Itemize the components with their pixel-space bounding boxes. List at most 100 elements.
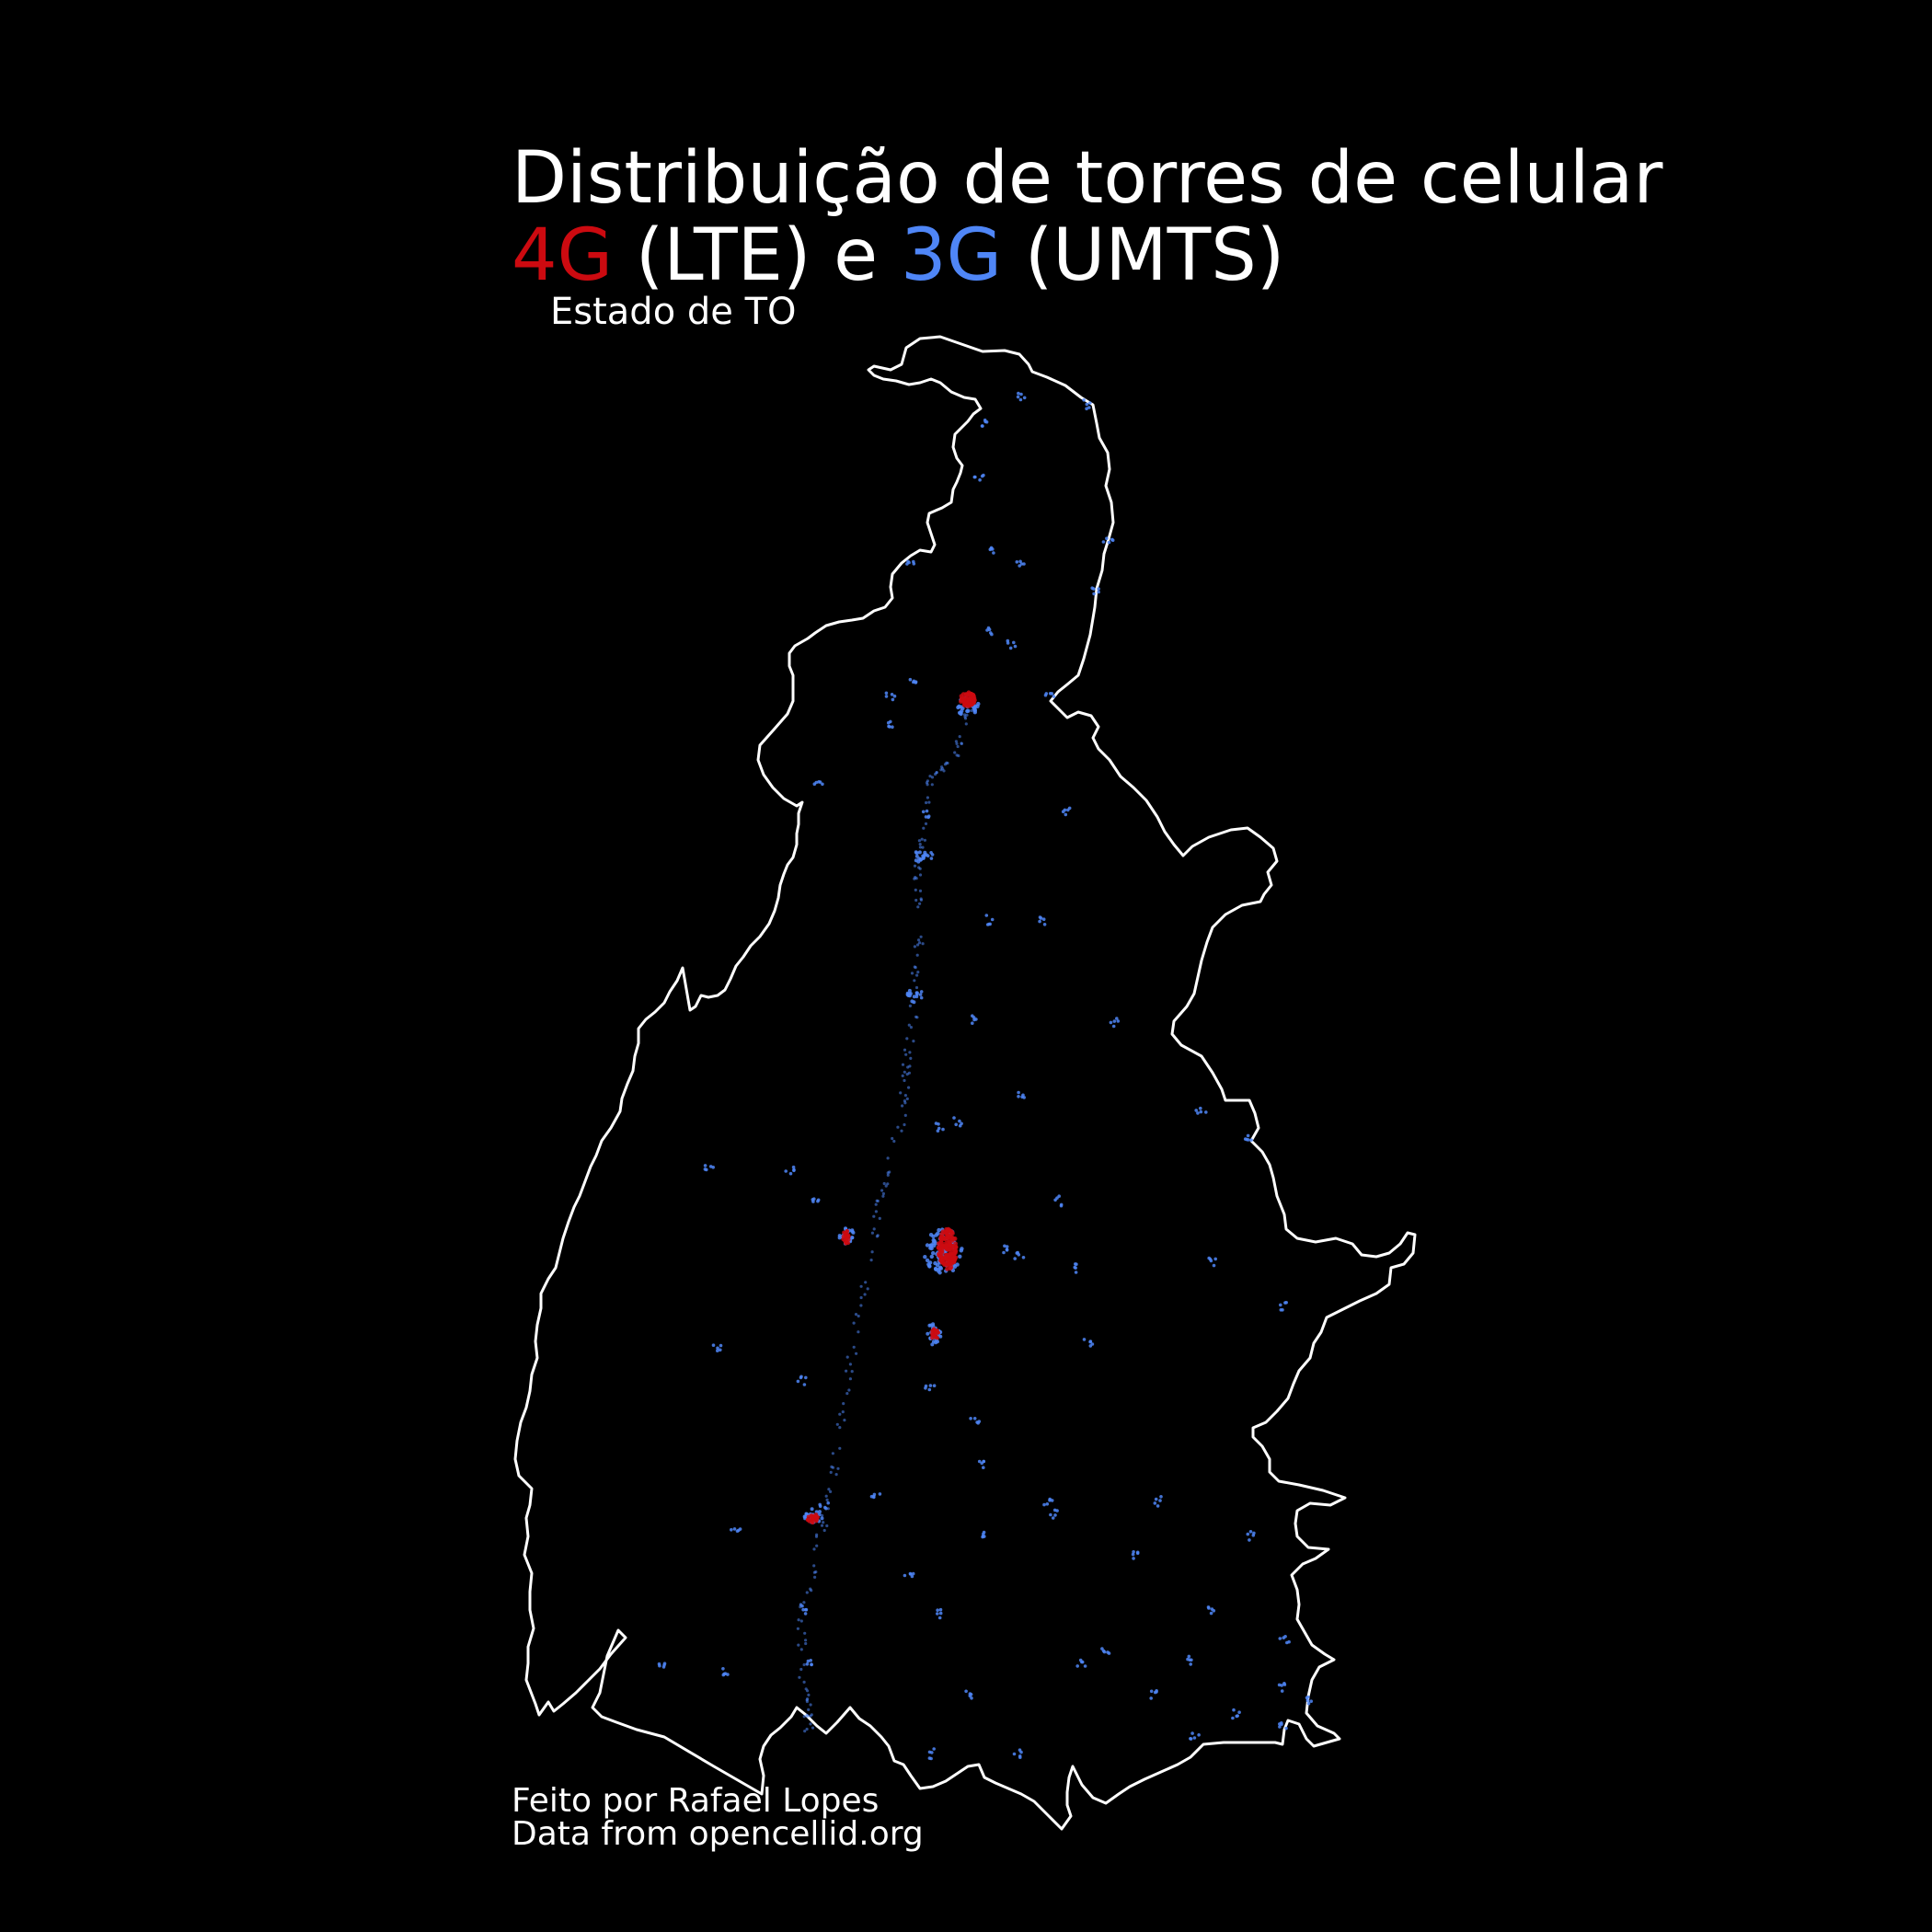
umts-tower-point <box>907 1086 911 1089</box>
umts-tower-point <box>822 1521 825 1524</box>
umts-tower-point <box>959 705 964 709</box>
umts-tower-point <box>984 420 989 424</box>
umts-tower-point <box>802 1601 806 1604</box>
umts-tower-point <box>1278 1637 1282 1640</box>
umts-tower-point <box>908 1004 913 1007</box>
umts-tower-point <box>1243 1137 1248 1141</box>
umts-tower-point <box>1305 1698 1310 1703</box>
umts-tower-point <box>1052 695 1056 698</box>
umts-tower-point <box>972 475 977 479</box>
map-title: Distribuição de torres de celular 4G (LT… <box>512 140 1662 294</box>
umts-tower-point <box>1018 1755 1022 1759</box>
umts-tower-point <box>972 708 977 713</box>
umts-tower-point <box>866 1287 869 1291</box>
umts-tower-point <box>874 1210 879 1213</box>
umts-tower-point <box>798 1675 801 1679</box>
umts-tower-point <box>903 1070 906 1074</box>
umts-tower-point <box>811 1200 815 1203</box>
umts-tower-point <box>824 1494 828 1498</box>
lte-tower-point <box>948 1228 953 1234</box>
umts-tower-point <box>1022 1096 1026 1099</box>
umts-tower-point <box>874 1202 878 1206</box>
umts-tower-point <box>892 1139 896 1144</box>
umts-tower-point <box>850 1236 855 1240</box>
umts-tower-point <box>978 477 982 482</box>
umts-tower-point <box>1038 919 1041 924</box>
umts-tower-point <box>802 1383 807 1386</box>
umts-tower-point <box>722 1672 726 1676</box>
umts-tower-point <box>901 1104 904 1108</box>
umts-tower-point <box>937 1271 942 1275</box>
lte-tower-point <box>949 1259 955 1265</box>
umts-tower-point <box>937 1265 943 1270</box>
umts-tower-point <box>1155 1690 1158 1694</box>
lte-tower-point <box>950 1243 955 1248</box>
umts-tower-point <box>936 1340 939 1344</box>
umts-tower-point <box>925 1243 930 1248</box>
umts-tower-point <box>825 1524 829 1528</box>
umts-tower-point <box>1305 1696 1309 1700</box>
umts-tower-point <box>914 858 918 863</box>
umts-tower-point <box>1017 391 1020 396</box>
umts-tower-point <box>971 1021 974 1025</box>
umts-tower-point <box>940 765 944 769</box>
umts-tower-point <box>908 677 913 682</box>
umts-tower-point <box>924 822 928 826</box>
umts-tower-point <box>838 1412 842 1416</box>
umts-tower-point <box>899 1091 903 1095</box>
umts-tower-point <box>1207 1606 1211 1610</box>
umts-tower-point <box>872 1495 876 1500</box>
umts-tower-point <box>969 1417 972 1420</box>
umts-tower-point <box>919 995 924 1000</box>
umts-tower-point <box>930 1342 935 1347</box>
umts-tower-point <box>1018 564 1021 568</box>
umts-tower-point <box>1246 1133 1250 1138</box>
umts-tower-point <box>927 1387 932 1392</box>
umts-tower-point <box>919 857 924 862</box>
umts-tower-point <box>1199 1106 1202 1110</box>
umts-tower-point <box>924 1384 928 1388</box>
umts-tower-point <box>1190 1658 1193 1662</box>
umts-tower-point <box>945 761 949 765</box>
umts-tower-point <box>864 1281 868 1284</box>
umts-tower-point <box>936 1231 940 1236</box>
umts-tower-point <box>806 1689 810 1693</box>
umts-tower-point <box>933 1266 938 1271</box>
umts-tower-point <box>1248 1538 1251 1542</box>
umts-tower-point <box>848 1363 853 1366</box>
lte-tower-point <box>965 692 970 696</box>
title-line-2: 4G (LTE) e 3G (UMTS) <box>512 217 1662 294</box>
umts-tower-point <box>905 1037 909 1041</box>
umts-tower-point <box>901 1074 904 1077</box>
umts-tower-point <box>890 693 894 696</box>
umts-tower-point <box>1287 1639 1291 1644</box>
umts-tower-point <box>980 474 984 478</box>
lte-tower-point <box>845 1229 849 1234</box>
umts-tower-point <box>1278 1722 1282 1726</box>
umts-tower-point <box>705 1167 708 1172</box>
umts-tower-point <box>964 1689 968 1694</box>
umts-tower-point <box>912 1040 915 1043</box>
state-border-outline <box>513 335 1417 1831</box>
umts-tower-point <box>918 993 923 996</box>
lte-tower-point <box>932 1327 937 1331</box>
umts-tower-point <box>896 1125 900 1129</box>
umts-tower-point <box>903 1099 907 1103</box>
umts-tower-point <box>915 953 919 957</box>
umts-tower-point <box>992 551 995 555</box>
lte-tower-point <box>942 1261 948 1267</box>
umts-tower-point <box>914 966 917 970</box>
umts-tower-point <box>1048 1497 1052 1501</box>
lte-tower-point <box>946 1258 951 1262</box>
umts-tower-point <box>806 1659 811 1663</box>
lte-tower-point <box>959 699 963 704</box>
umts-tower-point <box>797 1618 800 1622</box>
umts-tower-point <box>1088 401 1092 405</box>
umts-tower-point <box>1101 540 1106 544</box>
umts-tower-point <box>831 1452 835 1455</box>
umts-tower-point <box>1022 562 1026 566</box>
umts-tower-point <box>1187 1654 1191 1659</box>
umts-tower-point <box>888 1170 891 1174</box>
umts-tower-point <box>800 1604 804 1608</box>
